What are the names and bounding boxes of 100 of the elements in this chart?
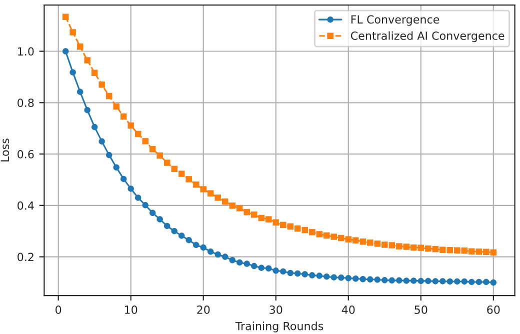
- point: [388, 277, 396, 284]
- point: [490, 279, 497, 286]
- y-tick-label: 0.6: [18, 150, 34, 158]
- point: [164, 222, 170, 230]
- point: [382, 242, 388, 248]
- point: [200, 244, 206, 251]
- point: [134, 194, 142, 201]
- point: [207, 190, 214, 196]
- point: [207, 248, 214, 255]
- point: [70, 29, 76, 36]
- point: [360, 276, 366, 282]
- point: [192, 242, 200, 248]
- x-tick-label: 30: [270, 306, 282, 314]
- point: [330, 274, 338, 280]
- point: [382, 277, 388, 284]
- point: [84, 106, 90, 114]
- point: [432, 246, 439, 252]
- point: [461, 248, 468, 254]
- point: [134, 130, 142, 138]
- point: [367, 240, 374, 246]
- point: [461, 278, 468, 285]
- point: [149, 146, 156, 152]
- point: [330, 234, 338, 240]
- point: [186, 236, 192, 244]
- point: [302, 271, 308, 278]
- point: [440, 278, 446, 284]
- point: [388, 242, 396, 248]
- point: [280, 268, 286, 275]
- point: [142, 202, 148, 208]
- point: [294, 225, 301, 232]
- point: [171, 166, 178, 172]
- point: [76, 88, 84, 95]
- point: [272, 268, 279, 274]
- point: [106, 92, 112, 100]
- point: [287, 223, 294, 230]
- point: [345, 274, 352, 282]
- point: [266, 216, 272, 222]
- point: [309, 229, 316, 236]
- point: [113, 103, 120, 110]
- point: [324, 273, 330, 280]
- point: [468, 278, 475, 286]
- point: [62, 48, 69, 54]
- point: [171, 228, 178, 234]
- point: [222, 254, 228, 260]
- point: [410, 278, 417, 284]
- point: [200, 186, 206, 192]
- point: [258, 214, 264, 222]
- point: [84, 57, 90, 64]
- point: [244, 208, 250, 216]
- point: [352, 276, 359, 282]
- point: [287, 270, 294, 276]
- point: [214, 194, 221, 201]
- point: [272, 219, 279, 226]
- point: [468, 248, 475, 255]
- point: [62, 14, 69, 20]
- y-tick-label: 1.0: [18, 47, 34, 56]
- point: [403, 244, 410, 250]
- point: [106, 152, 112, 158]
- point: [214, 251, 221, 258]
- point: [490, 249, 497, 256]
- point: [236, 205, 243, 212]
- point: [374, 240, 381, 247]
- point: [266, 265, 272, 272]
- point: [156, 152, 163, 159]
- point: [476, 278, 482, 286]
- point: [164, 160, 170, 166]
- point: [454, 278, 460, 285]
- point: [454, 247, 460, 254]
- point: [403, 278, 410, 284]
- point: [250, 212, 258, 218]
- point: [280, 222, 286, 228]
- point: [91, 124, 98, 130]
- point: [483, 278, 490, 286]
- point: [98, 138, 105, 145]
- point: [302, 226, 308, 234]
- point: [396, 243, 402, 250]
- point: [70, 69, 76, 76]
- point: [374, 276, 381, 283]
- point: [425, 245, 432, 252]
- point: [250, 262, 258, 270]
- point: [316, 231, 323, 238]
- point: [128, 186, 134, 192]
- point: [345, 236, 352, 242]
- point: [120, 176, 127, 182]
- point: [418, 278, 424, 284]
- point: [396, 277, 402, 284]
- point: [236, 259, 243, 266]
- point: [352, 237, 359, 244]
- x-tick-label: 60: [487, 306, 500, 314]
- point: [410, 244, 417, 251]
- point: [186, 176, 192, 182]
- point: [192, 181, 200, 188]
- point: [128, 122, 134, 129]
- x-tick-label: 20: [197, 306, 210, 314]
- point: [229, 257, 236, 264]
- point: [178, 170, 185, 177]
- point: [76, 44, 84, 50]
- y-tick-label: 0.4: [18, 201, 34, 210]
- point: [338, 274, 344, 281]
- point: [367, 276, 374, 283]
